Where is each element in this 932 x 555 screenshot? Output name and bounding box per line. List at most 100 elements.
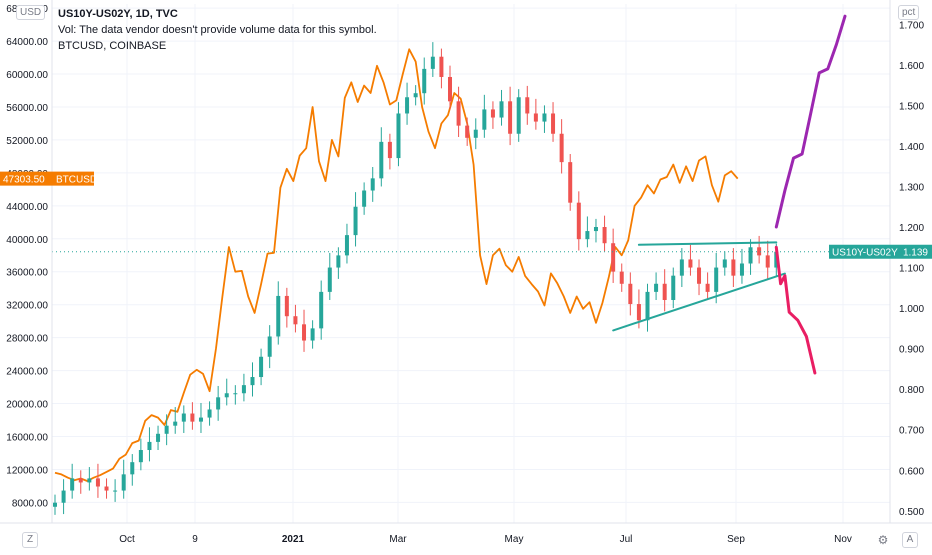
candle-body [611, 243, 616, 272]
legend-overlay-symbol[interactable]: BTCUSD, COINBASE [58, 40, 167, 52]
gear-icon[interactable]: ⚙ [877, 533, 889, 547]
x-tick-label: Nov [834, 534, 852, 545]
x-tick-label: Jul [620, 534, 633, 545]
bearish-projection-path [774, 245, 817, 375]
left-unit-label: USD [16, 5, 46, 20]
right-unit-label: pct [898, 5, 920, 20]
candle-body [757, 247, 762, 256]
right-tick-label: 0.500 [899, 507, 924, 518]
candle-body [130, 462, 135, 475]
candle-body [233, 393, 238, 395]
candle-body [362, 190, 367, 207]
auto-scale-button[interactable]: A [902, 532, 918, 548]
candle-body [198, 417, 203, 422]
candle-body [551, 113, 556, 134]
candle-body [525, 97, 530, 114]
candle-body [181, 413, 186, 422]
candle-body [413, 93, 418, 98]
candle-body [121, 474, 126, 491]
candle-body [748, 247, 753, 264]
candle-body [465, 125, 470, 138]
candle-body [190, 413, 195, 422]
btc-line-layer [54, 48, 739, 482]
grid-layer [52, 4, 890, 523]
candle-body [319, 291, 324, 329]
left-tick-label: 16000.00 [6, 433, 48, 444]
candle-body [456, 101, 461, 126]
candle-body [370, 178, 375, 191]
candle-body [499, 101, 504, 118]
candle-body [422, 68, 427, 94]
right-tick-label: 1.000 [899, 304, 924, 315]
price-tag-layer: 47303.50 BTCUSD US10Y-US02Y 1.139 [0, 171, 932, 259]
annotation-layer [52, 14, 890, 375]
candle-body [95, 478, 100, 487]
left-tick-label: 20000.00 [6, 400, 48, 411]
right-tick-label: 1.300 [899, 182, 924, 193]
candle-body [302, 324, 307, 341]
zoom-z-button[interactable]: Z [22, 532, 38, 548]
candle-body [138, 450, 143, 463]
candle-body [593, 227, 598, 232]
candle-body [387, 141, 392, 159]
left-tick-label: 8000.00 [12, 498, 49, 509]
left-tick-label: 24000.00 [6, 367, 48, 378]
candle-body [327, 267, 332, 292]
candle-body [679, 259, 684, 276]
left-tick-label: 12000.00 [6, 465, 48, 476]
btc-price-value: 47303.50 [3, 175, 45, 186]
candle-body [259, 356, 264, 378]
candle-body [508, 101, 513, 134]
triangle-lower-line [612, 272, 786, 332]
spread-price-value: 1.139 [903, 248, 928, 259]
candle-body [113, 490, 118, 492]
legend-title: US10Y-US02Y, 1D, TVC [58, 8, 178, 20]
bullish-projection-path [774, 14, 847, 229]
left-tick-label: 44000.00 [6, 202, 48, 213]
candle-body [173, 421, 178, 426]
candle-body [568, 162, 573, 203]
spread-price-symbol: US10Y-US02Y [832, 248, 898, 259]
candle-body [156, 433, 161, 442]
candle-body [714, 267, 719, 292]
candle-body [636, 304, 641, 321]
candle-body [662, 283, 667, 300]
left-tick-label: 32000.00 [6, 301, 48, 312]
candle-body [439, 56, 444, 77]
candle-body [619, 271, 624, 284]
candle-body [731, 259, 736, 276]
candle-body [722, 259, 727, 268]
candle-body [70, 478, 75, 491]
candle-body [293, 316, 298, 325]
left-tick-label: 64000.00 [6, 37, 48, 48]
left-tick-label: 36000.00 [6, 268, 48, 279]
candle-body [482, 109, 487, 130]
right-tick-label: 0.700 [899, 426, 924, 437]
candle-body [53, 502, 57, 507]
candle-body [147, 441, 152, 451]
candle-body [533, 113, 538, 122]
right-tick-label: 1.200 [899, 223, 924, 234]
candle-body [284, 295, 289, 317]
right-tick-label: 1.700 [899, 20, 924, 31]
candle-body [396, 113, 401, 159]
candle-body [688, 259, 693, 268]
left-tick-label: 28000.00 [6, 334, 48, 345]
candle-body [516, 97, 521, 134]
candle-body [448, 76, 452, 102]
candle-body [654, 283, 659, 292]
btcusd-line [54, 48, 739, 482]
left-tick-label: 40000.00 [6, 235, 48, 246]
candle-body [379, 141, 384, 179]
candle-body [104, 486, 109, 491]
candle-body [267, 336, 272, 357]
candle-body [602, 227, 607, 244]
btc-price-tag [0, 171, 94, 186]
candle-body [473, 129, 478, 138]
candle-body [739, 263, 744, 276]
legend-volume-note: Vol: The data vendor doesn't provide vol… [58, 24, 377, 36]
candle-body [671, 275, 676, 300]
candle-body [576, 202, 581, 240]
right-tick-label: 1.400 [899, 142, 924, 153]
